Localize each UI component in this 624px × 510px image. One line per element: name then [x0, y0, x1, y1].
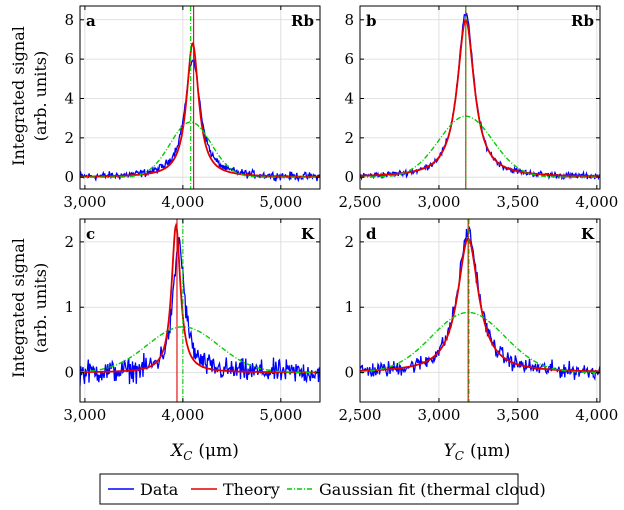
panel-letter-d: d — [366, 225, 377, 243]
x-label-right-sub: C — [455, 449, 464, 463]
x-label-left-var: X — [169, 441, 184, 461]
ytick-label-b-4: 8 — [344, 11, 354, 29]
ytick-label-a-3: 6 — [64, 50, 74, 68]
ytick-label-b-0: 0 — [344, 168, 354, 186]
xtick-label-a-1: 4,000 — [161, 193, 204, 211]
xtick-label-b-1: 3,000 — [417, 193, 460, 211]
panel-letter-b: b — [366, 12, 377, 30]
x-label-right-var: Y — [444, 441, 457, 461]
ytick-label-a-4: 8 — [64, 11, 74, 29]
xtick-label-c-1: 4,000 — [161, 406, 204, 424]
xtick-label-d-2: 3,500 — [496, 406, 539, 424]
series-data-d — [360, 225, 600, 381]
ytick-label-b-1: 2 — [344, 129, 354, 147]
frame-c — [79, 218, 321, 403]
series-fit-d — [360, 311, 600, 374]
ytick-label-c-0: 0 — [64, 364, 74, 382]
panel-letter-c: c — [86, 225, 95, 243]
series-fit-b — [360, 115, 600, 178]
panel-species-d: K — [581, 225, 595, 243]
panel-letter-a: a — [86, 12, 96, 30]
ytick-label-c-2: 2 — [64, 233, 74, 251]
series-theory-a — [80, 41, 320, 178]
series-fit-c — [80, 326, 320, 374]
series-data-c — [80, 237, 320, 386]
frame-b — [359, 5, 601, 190]
xtick-label-b-3: 4,000 — [575, 193, 618, 211]
xtick-label-d-0: 2,500 — [339, 406, 382, 424]
xtick-label-d-1: 3,000 — [417, 406, 460, 424]
ytick-label-a-0: 0 — [64, 168, 74, 186]
legend-label-fit: Gaussian fit (thermal cloud) — [319, 480, 546, 499]
y-label-bottom-line1: Integrated signal — [9, 238, 28, 378]
series-theory-c — [80, 222, 320, 374]
legend-label-theory: Theory — [223, 480, 280, 499]
ytick-label-d-2: 2 — [344, 233, 354, 251]
series-theory-b — [360, 18, 600, 178]
series-theory-d — [360, 237, 600, 373]
panel-b: 2,500 3,000 3,500 4,000 0 2 4 6 8 b Rb — [339, 5, 618, 211]
ytick-label-d-1: 1 — [344, 298, 354, 316]
plot-area-d — [360, 219, 600, 402]
plot-area-b — [360, 6, 600, 189]
y-axis-label-top: Integrated signal (arb. units) — [9, 26, 50, 166]
xtick-label-b-0: 2,500 — [339, 193, 382, 211]
ytick-label-b-2: 4 — [344, 89, 354, 107]
plot-area-c — [80, 219, 320, 402]
ytick-label-a-1: 2 — [64, 129, 74, 147]
frame-a — [79, 5, 321, 190]
panel-species-c: K — [301, 225, 315, 243]
series-data-b — [360, 12, 600, 181]
frame-d — [359, 218, 601, 403]
y-label-top-line2: (arb. units) — [31, 51, 50, 141]
panel-species-b: Rb — [571, 12, 594, 30]
series-data-a — [80, 59, 320, 183]
y-axis-label-bottom: Integrated signal (arb. units) — [9, 238, 50, 378]
xtick-label-a-2: 5,000 — [259, 193, 302, 211]
xtick-label-b-2: 3,500 — [496, 193, 539, 211]
y-label-top-line1: Integrated signal — [9, 26, 28, 166]
ytick-label-a-2: 4 — [64, 89, 74, 107]
x-label-left-sub: C — [183, 449, 192, 463]
x-label-left-unit: (μm) — [198, 441, 238, 461]
panel-d: 2,500 3,000 3,500 4,000 0 1 2 d K — [339, 218, 618, 424]
ytick-label-c-1: 1 — [64, 298, 74, 316]
xtick-label-d-3: 4,000 — [575, 406, 618, 424]
x-axis-label-left: XC (μm) — [169, 441, 239, 463]
ytick-label-b-3: 6 — [344, 50, 354, 68]
x-axis-label-right: YC (μm) — [444, 441, 511, 463]
xtick-label-c-2: 5,000 — [259, 406, 302, 424]
y-label-bottom-line2: (arb. units) — [31, 263, 50, 353]
panel-a: 3,000 4,000 5,000 0 2 4 6 8 a Rb — [63, 5, 321, 211]
xtick-label-c-0: 3,000 — [63, 406, 106, 424]
panel-c: 3,000 4,000 5,000 0 1 2 c K — [63, 218, 321, 424]
legend-label-data: Data — [140, 480, 179, 499]
x-label-right-unit: (μm) — [470, 441, 510, 461]
series-fit-a — [80, 121, 320, 178]
panel-species-a: Rb — [291, 12, 314, 30]
plot-area-a — [80, 6, 320, 189]
legend: Data Theory Gaussian fit (thermal cloud) — [99, 473, 546, 505]
ytick-label-d-0: 0 — [344, 364, 354, 382]
xtick-label-a-0: 3,000 — [63, 193, 106, 211]
